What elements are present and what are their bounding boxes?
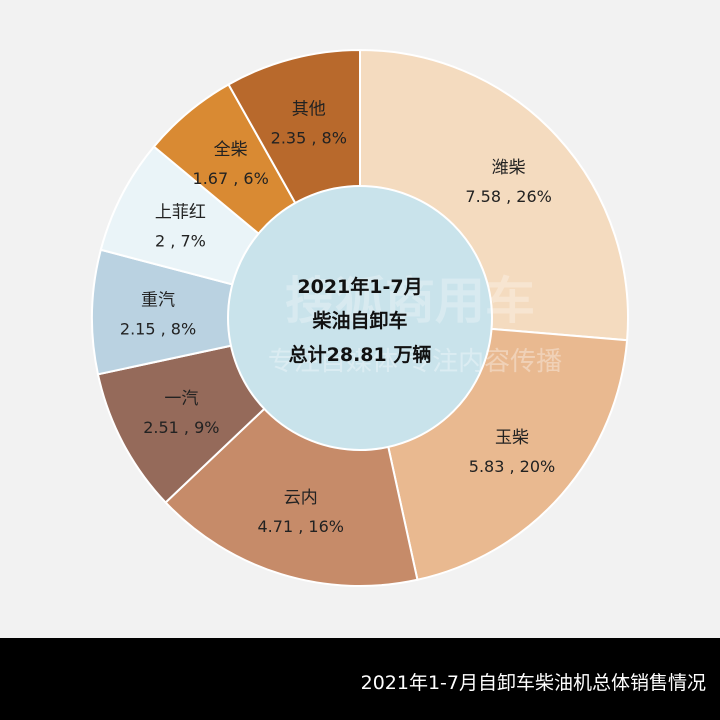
footer-caption: 2021年1-7月自卸车柴油机总体销售情况 <box>360 672 706 694</box>
slice-value-0: 7.58 , 26% <box>465 187 551 206</box>
donut-chart: 搜狐商用车 专注自媒体 专注内容传播 2021年1-7月 柴油自卸车 总计28.… <box>91 48 629 587</box>
slice-label-4: 重汽 <box>141 290 175 310</box>
slice-labels: 潍柴 7.58 , 26% 玉柴 5.83 , 20% 云内 4.71 , 16% 一汽 2.… <box>120 100 555 537</box>
slice-label-2: 云内 <box>284 488 318 508</box>
slice-4 <box>91 248 361 376</box>
slice-value-1: 5.83 , 20% <box>469 457 555 476</box>
center-text: 2021年1-7月 柴油自卸车 总计28.81 万辆 <box>289 275 432 366</box>
watermark-logo-text: 搜狐商用车 <box>285 272 535 330</box>
center-line-2: 柴油自卸车 <box>311 309 407 332</box>
center-line-3: 总计28.81 万辆 <box>289 343 432 366</box>
footer-bar: 2021年1-7月自卸车柴油机总体销售情况 <box>0 638 720 720</box>
slice-value-7: 2.35 , 8% <box>271 129 347 148</box>
center-line-1: 2021年1-7月 <box>297 275 422 298</box>
slice-label-6: 全柴 <box>214 140 248 160</box>
slice-value-2: 4.71 , 16% <box>258 517 344 536</box>
slice-value-5: 2 , 7% <box>155 232 206 251</box>
slice-label-3: 一汽 <box>164 389 198 409</box>
slice-value-4: 2.15 , 8% <box>120 319 196 338</box>
slice-label-5: 上菲红 <box>155 203 206 223</box>
slice-value-6: 1.67 , 6% <box>193 169 269 188</box>
slice-label-7: 其他 <box>292 100 326 120</box>
slice-value-3: 2.51 , 9% <box>143 418 219 437</box>
center-circle <box>227 185 493 451</box>
slice-label-1: 玉柴 <box>495 428 529 448</box>
watermark-slogan-text: 专注自媒体 专注内容传播 <box>268 347 562 377</box>
slice-label-0: 潍柴 <box>492 158 526 178</box>
